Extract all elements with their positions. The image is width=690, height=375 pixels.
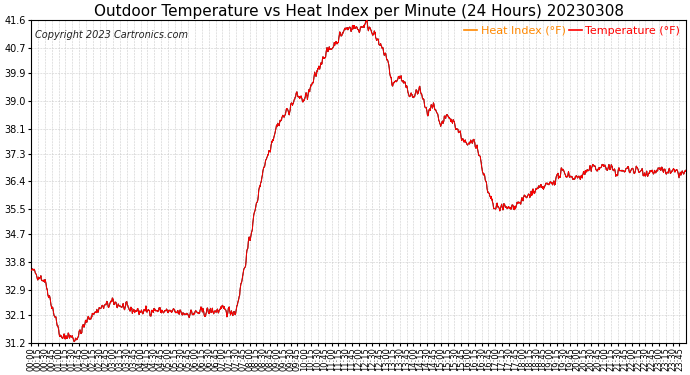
Legend: Heat Index (°F), Temperature (°F): Heat Index (°F), Temperature (°F)	[460, 21, 684, 40]
Text: Copyright 2023 Cartronics.com: Copyright 2023 Cartronics.com	[34, 30, 188, 40]
Title: Outdoor Temperature vs Heat Index per Minute (24 Hours) 20230308: Outdoor Temperature vs Heat Index per Mi…	[94, 4, 624, 19]
